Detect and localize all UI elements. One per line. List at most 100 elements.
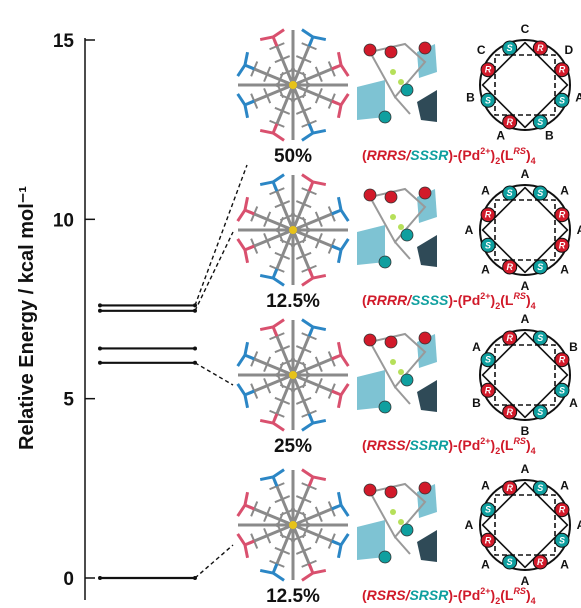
- substituent: [312, 475, 327, 482]
- ring-letter: A: [496, 128, 505, 142]
- substituent: [336, 249, 343, 264]
- substituent: [331, 539, 342, 547]
- substituent: [301, 421, 314, 432]
- substituent: [259, 568, 274, 575]
- substituent: [259, 128, 274, 135]
- substituent: [272, 173, 285, 184]
- cage-branch: [295, 345, 312, 354]
- cage-arm: [248, 523, 294, 545]
- ring-stereocenter-label: S: [537, 407, 543, 417]
- cage-arm: [291, 374, 313, 420]
- ring-stereocenter: [502, 40, 518, 56]
- ring-stereocenter-label: S: [485, 355, 491, 365]
- substituent: [307, 476, 315, 487]
- ring-square-solid: [481, 331, 569, 419]
- substituent: [331, 389, 342, 397]
- cage-arm: [248, 65, 294, 87]
- ring-stereocenter-label: S: [537, 188, 543, 198]
- ring-letter: B: [569, 340, 578, 354]
- substituent: [301, 28, 314, 39]
- substituent: [271, 563, 279, 574]
- cage-arm: [292, 83, 338, 105]
- cage-branch: [314, 377, 323, 394]
- substituent: [243, 544, 250, 559]
- model-node: [390, 69, 396, 75]
- ring-outline: [479, 39, 571, 131]
- ring-letter: A: [481, 558, 490, 572]
- ring-letter: A: [521, 462, 530, 476]
- ring-letter: A: [575, 90, 581, 104]
- population-percent: 50%: [274, 146, 312, 167]
- substituent: [243, 104, 250, 119]
- ring-letter: A: [569, 396, 578, 410]
- ring-letter: B: [472, 396, 481, 410]
- ring-letter: B: [466, 90, 475, 104]
- model-plane: [357, 370, 385, 410]
- substituent: [271, 476, 279, 487]
- model-node: [390, 509, 396, 515]
- population-percent: 12.5%: [266, 291, 320, 312]
- cage-branch: [314, 527, 323, 544]
- cage-arm: [248, 210, 294, 232]
- substituent: [331, 99, 342, 107]
- configuration-formula: (RRSS/SSRR)-(Pd2+)2(LRS)4: [362, 436, 536, 456]
- ring-stereocenter-label: S: [559, 535, 565, 545]
- ring-stereocenter: [480, 62, 496, 78]
- ring-stereocenter: [554, 207, 570, 223]
- ring-stereocenter: [502, 554, 518, 570]
- substituent: [244, 503, 255, 511]
- cage-arm: [292, 355, 338, 377]
- configuration-formula: (RRRR/SSSS)-(Pd2+)2(LRS)4: [362, 291, 536, 311]
- cage-branch: [274, 106, 291, 115]
- cage-arm: [273, 524, 295, 570]
- ring-letter: D: [564, 43, 573, 57]
- cage-branch: [295, 546, 312, 555]
- substituent: [243, 51, 250, 66]
- substituent: [301, 468, 314, 479]
- ring-stereocenter: [532, 114, 548, 130]
- substituent: [272, 276, 285, 287]
- substituent: [339, 209, 350, 222]
- ring-stereocenter-label: R: [537, 43, 544, 53]
- panel-1: 12.5%SRRSRSRSAAAAAAAA(RRRR/SSSS)-(Pd2+)2…: [236, 167, 581, 312]
- substituent: [271, 123, 279, 134]
- ring-stereocenter-label: S: [507, 188, 513, 198]
- cage-arm: [292, 505, 338, 527]
- substituent: [307, 413, 315, 424]
- ring-letter: B: [545, 128, 554, 142]
- model-node: [398, 369, 404, 375]
- substituent: [336, 491, 343, 506]
- substituent: [312, 273, 327, 280]
- ring-letter: A: [560, 183, 569, 197]
- substituent: [312, 325, 327, 332]
- ring-stereocenter-label: R: [506, 407, 513, 417]
- cage-branch: [314, 87, 323, 104]
- substituent: [336, 104, 343, 119]
- model-atom: [400, 228, 414, 242]
- ring-stereocenter-label: R: [559, 65, 566, 75]
- ring-stereocenter: [532, 40, 548, 56]
- level-connector-3: [194, 231, 234, 312]
- cage-arm: [291, 229, 313, 275]
- cage-branch: [314, 211, 323, 228]
- cage-branch: [263, 87, 272, 104]
- substituent: [331, 503, 342, 511]
- model-atom: [400, 523, 414, 537]
- ring-stereocenter: [554, 92, 570, 108]
- cage-arm: [291, 185, 313, 231]
- substituent: [301, 131, 314, 142]
- substituent: [271, 181, 279, 192]
- cage-branch: [263, 377, 272, 394]
- cage-arm: [248, 83, 294, 105]
- model-node: [390, 359, 396, 365]
- model-atom: [378, 550, 392, 564]
- substituent: [312, 180, 327, 187]
- substituent: [272, 468, 285, 479]
- ring-letter: C: [477, 43, 486, 57]
- ring-stereocenter-label: R: [485, 210, 492, 220]
- cage-branch: [314, 232, 323, 249]
- ring-outline: [479, 329, 571, 421]
- substituent: [243, 394, 250, 409]
- model-node: [390, 214, 396, 220]
